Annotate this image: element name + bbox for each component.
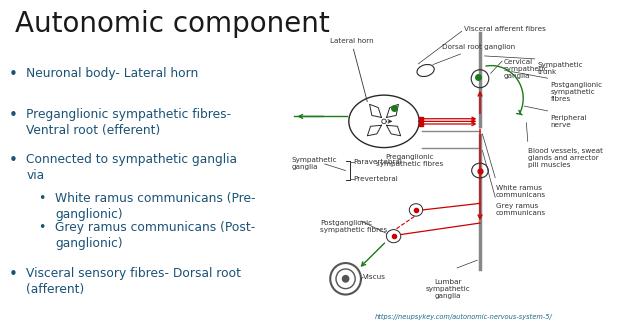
Text: Grey ramus
communicans: Grey ramus communicans bbox=[496, 203, 546, 216]
Circle shape bbox=[342, 275, 349, 283]
Text: Lateral horn: Lateral horn bbox=[330, 38, 374, 102]
Text: Viscus: Viscus bbox=[364, 274, 386, 280]
Text: Postganglionic
sympathetic fibres: Postganglionic sympathetic fibres bbox=[320, 220, 387, 233]
Text: •: • bbox=[38, 221, 45, 235]
Text: Connected to sympathetic ganglia
via: Connected to sympathetic ganglia via bbox=[26, 153, 237, 181]
Text: Neuronal body- Lateral horn: Neuronal body- Lateral horn bbox=[26, 67, 198, 80]
Text: Peripheral
nerve: Peripheral nerve bbox=[550, 115, 587, 128]
Text: Grey ramus communicans (Post-
ganglionic): Grey ramus communicans (Post- ganglionic… bbox=[55, 221, 255, 250]
Text: Sympathetic
ganglia: Sympathetic ganglia bbox=[291, 157, 337, 171]
Text: https://neupsykey.com/autonomic-nervous-system-5/: https://neupsykey.com/autonomic-nervous-… bbox=[375, 314, 553, 320]
Text: Dorsal root ganglion: Dorsal root ganglion bbox=[433, 44, 515, 65]
Text: Blood vessels, sweat
glands and arrector
pili muscles: Blood vessels, sweat glands and arrector… bbox=[528, 148, 603, 168]
Text: •: • bbox=[9, 67, 18, 82]
Text: Lumbar
sympathetic
ganglia: Lumbar sympathetic ganglia bbox=[426, 279, 470, 299]
Text: •: • bbox=[38, 192, 45, 205]
Text: Sympathetic
trunk: Sympathetic trunk bbox=[538, 62, 583, 75]
Text: Preganglionic
sympathetic fibres: Preganglionic sympathetic fibres bbox=[376, 154, 444, 167]
Text: White ramus
communicans: White ramus communicans bbox=[496, 185, 546, 198]
Text: Visceral afferent fibres: Visceral afferent fibres bbox=[464, 26, 546, 32]
Text: Cervical
sympathetic
ganglia: Cervical sympathetic ganglia bbox=[504, 59, 548, 79]
Text: White ramus communicans (Pre-
ganglionic): White ramus communicans (Pre- ganglionic… bbox=[55, 192, 256, 221]
Text: Postganglionic
sympathetic
fibres: Postganglionic sympathetic fibres bbox=[550, 82, 602, 102]
Text: •: • bbox=[9, 267, 18, 282]
Text: Prevertebral: Prevertebral bbox=[354, 176, 398, 182]
Text: •: • bbox=[9, 153, 18, 168]
Text: Preganglionic sympathetic fibres-
Ventral root (efferent): Preganglionic sympathetic fibres- Ventra… bbox=[26, 108, 231, 136]
Text: Paravertebral: Paravertebral bbox=[354, 159, 403, 165]
Text: Autonomic component: Autonomic component bbox=[15, 10, 330, 38]
Text: •: • bbox=[9, 108, 18, 123]
Text: Visceral sensory fibres- Dorsal root
(afferent): Visceral sensory fibres- Dorsal root (af… bbox=[26, 267, 241, 296]
